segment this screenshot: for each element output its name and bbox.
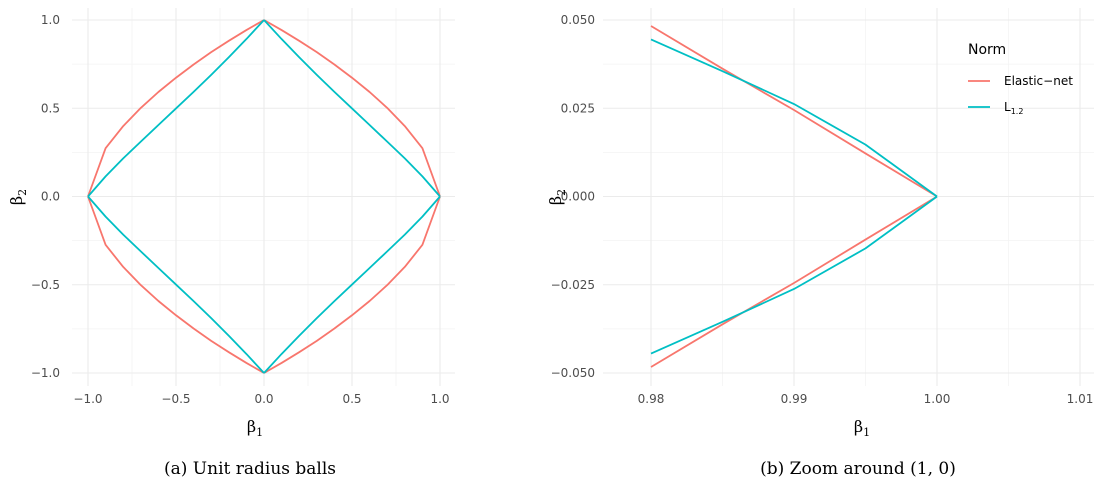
panel-b-x-label: β1: [854, 417, 870, 439]
y-tick-label: −0.5: [31, 278, 60, 292]
panel-a-x-ticks: −1.0 −0.5 0.0 0.5 1.0: [73, 392, 449, 406]
panel-a: −1.0 −0.5 0.0 0.5 1.0 −1.0 −0.5 0.0 0.5 1.0 β1 β…: [7, 8, 455, 479]
legend: Norm Elastic−net L1.2: [968, 42, 1073, 116]
y-tick-label: −1.0: [31, 366, 60, 380]
panel-a-grid: [72, 8, 455, 386]
panel-a-x-label: β1: [247, 417, 263, 439]
panel-b-grid: [603, 8, 1094, 386]
series-line-l12: [87, 19, 265, 198]
x-tick-label: 0.98: [638, 392, 665, 406]
x-tick-label: 1.00: [924, 392, 951, 406]
series-line-elastic-net: [87, 196, 265, 374]
y-tick-label: 0.0: [41, 190, 60, 204]
panel-b-y-ticks: −0.050 −0.025 0.000 0.025 0.050: [551, 13, 595, 380]
x-tick-label: 1.01: [1067, 392, 1094, 406]
y-tick-label: 0.050: [561, 13, 595, 27]
y-tick-label: 0.025: [561, 101, 595, 115]
series-line-l12: [263, 19, 441, 198]
series-line-elastic-net: [263, 19, 441, 197]
x-tick-label: 1.0: [430, 392, 449, 406]
y-tick-label: 0.5: [41, 101, 60, 115]
series-line-elastic-net: [650, 195, 938, 368]
y-tick-label: −0.050: [551, 366, 595, 380]
panel-b: 0.98 0.99 1.00 1.01 −0.050 −0.025 0.000 0.025 0…: [546, 8, 1094, 479]
series-line-elastic-net: [263, 196, 441, 374]
series-line-elastic-net: [650, 25, 938, 198]
panel-a-caption: (a) Unit radius balls: [164, 459, 336, 479]
series-line-elastic-net: [87, 19, 265, 197]
x-tick-label: 0.99: [781, 392, 808, 406]
panel-b-lines: [650, 25, 938, 368]
x-tick-label: 0.5: [342, 392, 361, 406]
series-line-l12: [650, 38, 938, 198]
panel-a-y-ticks: −1.0 −0.5 0.0 0.5 1.0: [31, 13, 60, 380]
legend-title: Norm: [968, 42, 1006, 58]
panel-a-lines: [87, 19, 441, 374]
y-tick-label: 0.000: [561, 190, 595, 204]
y-tick-label: 1.0: [41, 13, 60, 27]
series-line-l12: [650, 195, 938, 355]
series-line-l12: [87, 195, 265, 374]
y-tick-label: −0.025: [551, 278, 595, 292]
panel-b-x-ticks: 0.98 0.99 1.00 1.01: [638, 392, 1094, 406]
panel-a-y-label: β2: [7, 189, 29, 205]
legend-label-elastic-net: Elastic−net: [1004, 74, 1073, 88]
x-tick-label: −0.5: [161, 392, 190, 406]
panel-b-caption: (b) Zoom around (1, 0): [760, 459, 956, 479]
legend-label-l12: L1.2: [1004, 100, 1023, 116]
x-tick-label: −1.0: [73, 392, 102, 406]
panel-b-y-label: β2: [546, 189, 568, 205]
x-tick-label: 0.0: [254, 392, 273, 406]
series-line-l12: [263, 195, 441, 374]
